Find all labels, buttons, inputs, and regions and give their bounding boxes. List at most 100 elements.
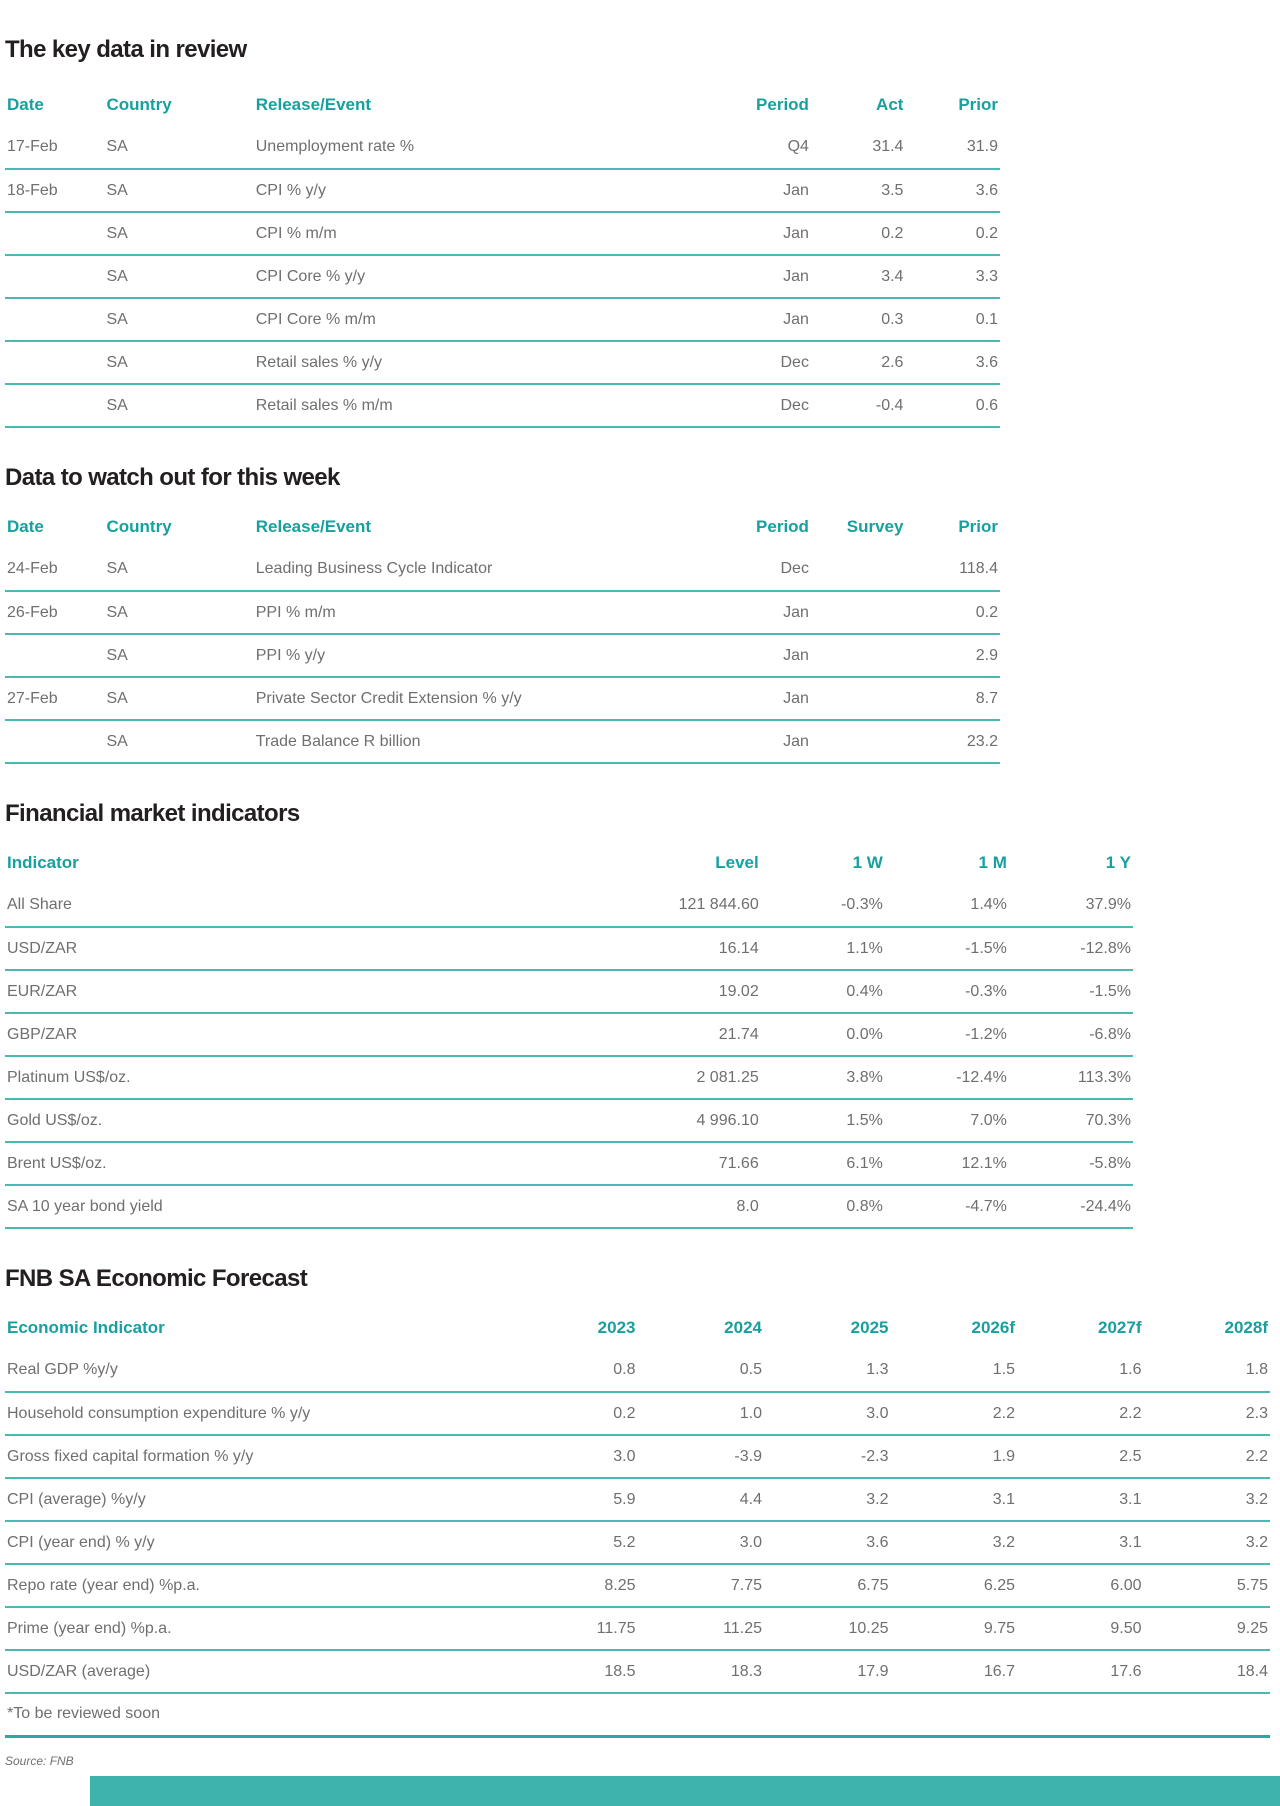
table-cell: 18.3: [637, 1650, 764, 1694]
table-cell: Retail sales % m/m: [253, 384, 652, 428]
column-header: Period: [756, 94, 809, 114]
table-cell: 1.8: [1143, 1349, 1270, 1393]
table-row: CPI (average) %y/y 5.9 4.4 3.2 3.1 3.1 3.2: [5, 1478, 1270, 1522]
source-note: Source: FNB: [5, 1753, 74, 1768]
section-watch-week: Data to watch out for this week Date Coun…: [5, 464, 1270, 764]
table-cell: 3.6: [905, 341, 1000, 385]
table-cell: [810, 720, 906, 764]
table-cell: [810, 548, 906, 592]
column-header: Country: [106, 516, 172, 536]
table-cell: 5.9: [511, 1478, 638, 1522]
table-cell: 0.2: [511, 1392, 638, 1436]
table-cell: 3.2: [1143, 1478, 1270, 1522]
table-cell: 0.3: [810, 298, 906, 342]
footer-brand-bar: [90, 1776, 1280, 1806]
table-cell: 3.1: [890, 1478, 1017, 1522]
column-header: Date: [7, 94, 44, 114]
watch-week-table: Date Country Release/Event Period Survey Prio…: [5, 505, 1000, 764]
table-cell: SA: [104, 212, 254, 256]
table-cell: 5.75: [1143, 1564, 1270, 1608]
column-header: Release/Event: [255, 94, 372, 114]
table-cell: [810, 677, 906, 721]
header-row: Date Country Release/Event Period Act Prior: [5, 83, 1000, 126]
table-cell: 26-Feb: [5, 591, 105, 635]
table-cell: 7.75: [637, 1564, 764, 1608]
table-cell: Gold US$/oz.: [5, 1099, 434, 1143]
table-cell: -24.4%: [1008, 1185, 1133, 1229]
table-cell: Repo rate (year end) %p.a.: [5, 1564, 511, 1608]
table-cell: 37.9%: [1008, 884, 1133, 928]
table-row: CPI (year end) % y/y 5.2 3.0 3.6 3.2 3.1 3.2: [5, 1521, 1270, 1565]
table-row: Repo rate (year end) %p.a. 8.25 7.75 6.75 6.…: [5, 1564, 1270, 1608]
table-cell: 1.4%: [884, 884, 1009, 928]
table-cell: Q4: [651, 126, 811, 170]
table-cell: Platinum US$/oz.: [5, 1056, 434, 1100]
table-cell: 3.3: [905, 255, 1000, 299]
table-cell: EUR/ZAR: [5, 970, 434, 1014]
market-indicators-table: Indicator Level 1 W 1 M 1 Y All Share 121 844.…: [5, 841, 1133, 1229]
table-cell: 70.3%: [1008, 1099, 1133, 1143]
table-cell: Dec: [651, 548, 811, 592]
header-row: Economic Indicator 2023 2024 2025 2026f 2027f…: [5, 1306, 1270, 1349]
table-cell: 1.5: [890, 1349, 1017, 1393]
table-cell: 7.0%: [884, 1099, 1009, 1143]
table-cell: 17-Feb: [5, 126, 105, 170]
table-cell: Gross fixed capital formation % y/y: [5, 1435, 511, 1479]
column-header: 1 Y: [1105, 852, 1131, 872]
table-cell: 9.75: [890, 1607, 1017, 1651]
table-cell: 4 996.10: [433, 1099, 761, 1143]
table-cell: 3.2: [764, 1478, 891, 1522]
table-cell: 9.50: [1017, 1607, 1144, 1651]
table-cell: Private Sector Credit Extension % y/y: [253, 677, 652, 721]
section-market-indicators: Financial market indicators Indicator Lev…: [5, 800, 1270, 1229]
table-cell: Real GDP %y/y: [5, 1349, 511, 1393]
table-cell: Jan: [651, 720, 811, 764]
table-cell: 0.6: [905, 384, 1000, 428]
table-cell: -5.8%: [1008, 1142, 1133, 1186]
column-header: 2028f: [1224, 1317, 1268, 1337]
table-cell: 6.25: [890, 1564, 1017, 1608]
table-cell: 3.0: [511, 1435, 638, 1479]
table-cell: GBP/ZAR: [5, 1013, 434, 1057]
section-economic-forecast: FNB SA Economic Forecast Economic Indica…: [5, 1265, 1270, 1738]
table-cell: 118.4: [905, 548, 1000, 592]
table-cell: 5.2: [511, 1521, 638, 1565]
column-header: Release/Event: [255, 516, 372, 536]
header-row: Indicator Level 1 W 1 M 1 Y: [5, 841, 1133, 884]
table-cell: 2.5: [1017, 1435, 1144, 1479]
column-header: 1 M: [978, 852, 1007, 872]
table-cell: -3.9: [637, 1435, 764, 1479]
table-cell: 16.7: [890, 1650, 1017, 1694]
table-cell: 3.2: [890, 1521, 1017, 1565]
table-cell: Jan: [651, 255, 811, 299]
table-cell: SA: [104, 298, 254, 342]
table-cell: CPI (year end) % y/y: [5, 1521, 511, 1565]
table-row: Platinum US$/oz. 2 081.25 3.8% -12.4% 113.3%: [5, 1056, 1133, 1100]
table-cell: 3.6: [764, 1521, 891, 1565]
column-header: Date: [7, 516, 44, 536]
table-row: USD/ZAR (average) 18.5 18.3 17.9 16.7 17.6 18.…: [5, 1650, 1270, 1694]
column-header: 2027f: [1098, 1317, 1142, 1337]
table-cell: 1.1%: [760, 927, 885, 971]
section-title-market-indicators: Financial market indicators: [5, 800, 300, 827]
table-cell: CPI Core % y/y: [253, 255, 652, 299]
column-header: Act: [876, 94, 904, 114]
table-cell: 3.0: [637, 1521, 764, 1565]
table-row: GBP/ZAR 21.74 0.0% -1.2% -6.8%: [5, 1013, 1133, 1057]
table-cell: SA: [104, 255, 254, 299]
table-cell: -6.8%: [1008, 1013, 1133, 1057]
table-row: 27-Feb SA Private Sector Credit Extension …: [5, 677, 1000, 721]
table-row: Gold US$/oz. 4 996.10 1.5% 7.0% 70.3%: [5, 1099, 1133, 1143]
table-row: SA CPI Core % m/m Jan 0.3 0.1: [5, 298, 1000, 342]
table-cell: 6.00: [1017, 1564, 1144, 1608]
table-cell: Jan: [651, 169, 811, 213]
table-row: EUR/ZAR 19.02 0.4% -0.3% -1.5%: [5, 970, 1133, 1014]
section-key-data: The key data in review Date Country Releas…: [5, 36, 1270, 428]
table-cell: -0.3%: [884, 970, 1009, 1014]
table-cell: 2.2: [1143, 1435, 1270, 1479]
table-cell: USD/ZAR (average): [5, 1650, 511, 1694]
column-header: 2025: [850, 1317, 889, 1337]
table-row: SA Trade Balance R billion Jan 23.2: [5, 720, 1000, 764]
table-cell: 31.9: [905, 126, 1000, 170]
